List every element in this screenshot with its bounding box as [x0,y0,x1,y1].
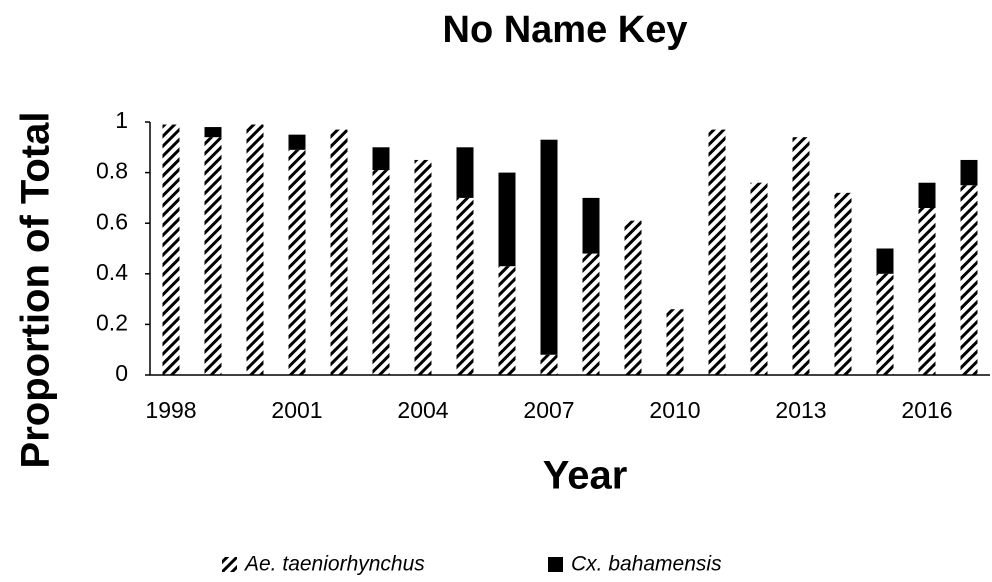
y-tick-label: 0.8 [96,158,128,184]
bar-segment [876,273,894,375]
bar-segment [876,248,894,274]
x-axis-title: Year [543,454,628,498]
y-tick-label: 1 [115,107,128,133]
bar-segment [456,147,474,198]
bar-segment [666,309,684,375]
bar-segment [540,354,558,375]
x-tick-label: 1998 [145,397,196,423]
bar-segment [288,134,306,150]
legend-swatch [548,557,563,572]
y-tick-label: 0.2 [96,309,128,335]
x-tick-label: 2007 [523,397,574,423]
y-axis-title: Proportion of Total [14,112,58,469]
bar-segment [330,129,348,375]
bar-segment [162,124,180,375]
bar-segment [918,182,936,209]
x-tick-label: 2004 [397,397,448,423]
x-tick-label: 2001 [271,397,322,423]
bar-segment [834,192,852,375]
bar-segment [708,129,726,375]
bar-segment [960,159,978,186]
bar-segment [624,220,642,375]
bar-segment [288,149,306,375]
chart-title: No Name Key [443,9,688,51]
bar-segment [540,139,558,355]
legend-label: Ae. taeniorhynchus [243,553,425,576]
x-tick-label: 2010 [649,397,700,423]
bar-segment [372,147,390,171]
bar-segment [204,127,222,138]
legend-label: Cx. bahamensis [571,553,722,576]
y-tick-label: 0.4 [96,259,128,285]
bar-segment [456,197,474,375]
bar-segment [792,137,810,375]
bar-segment [960,185,978,375]
bar-segment [204,137,222,375]
bar-segment [582,253,600,375]
y-tick-label: 0.6 [96,208,128,234]
bar-segment [414,159,432,375]
bar-segment [498,172,516,267]
bar-segment [372,170,390,375]
legend-swatch [222,557,237,572]
y-tick-label: 0 [115,360,128,386]
x-tick-label: 2013 [775,397,826,423]
bar-segment [246,124,264,375]
bar-segment [582,197,600,254]
bar-segment [498,266,516,375]
bar-segment [750,182,768,375]
x-tick-label: 2016 [901,397,952,423]
bar-segment [918,208,936,375]
